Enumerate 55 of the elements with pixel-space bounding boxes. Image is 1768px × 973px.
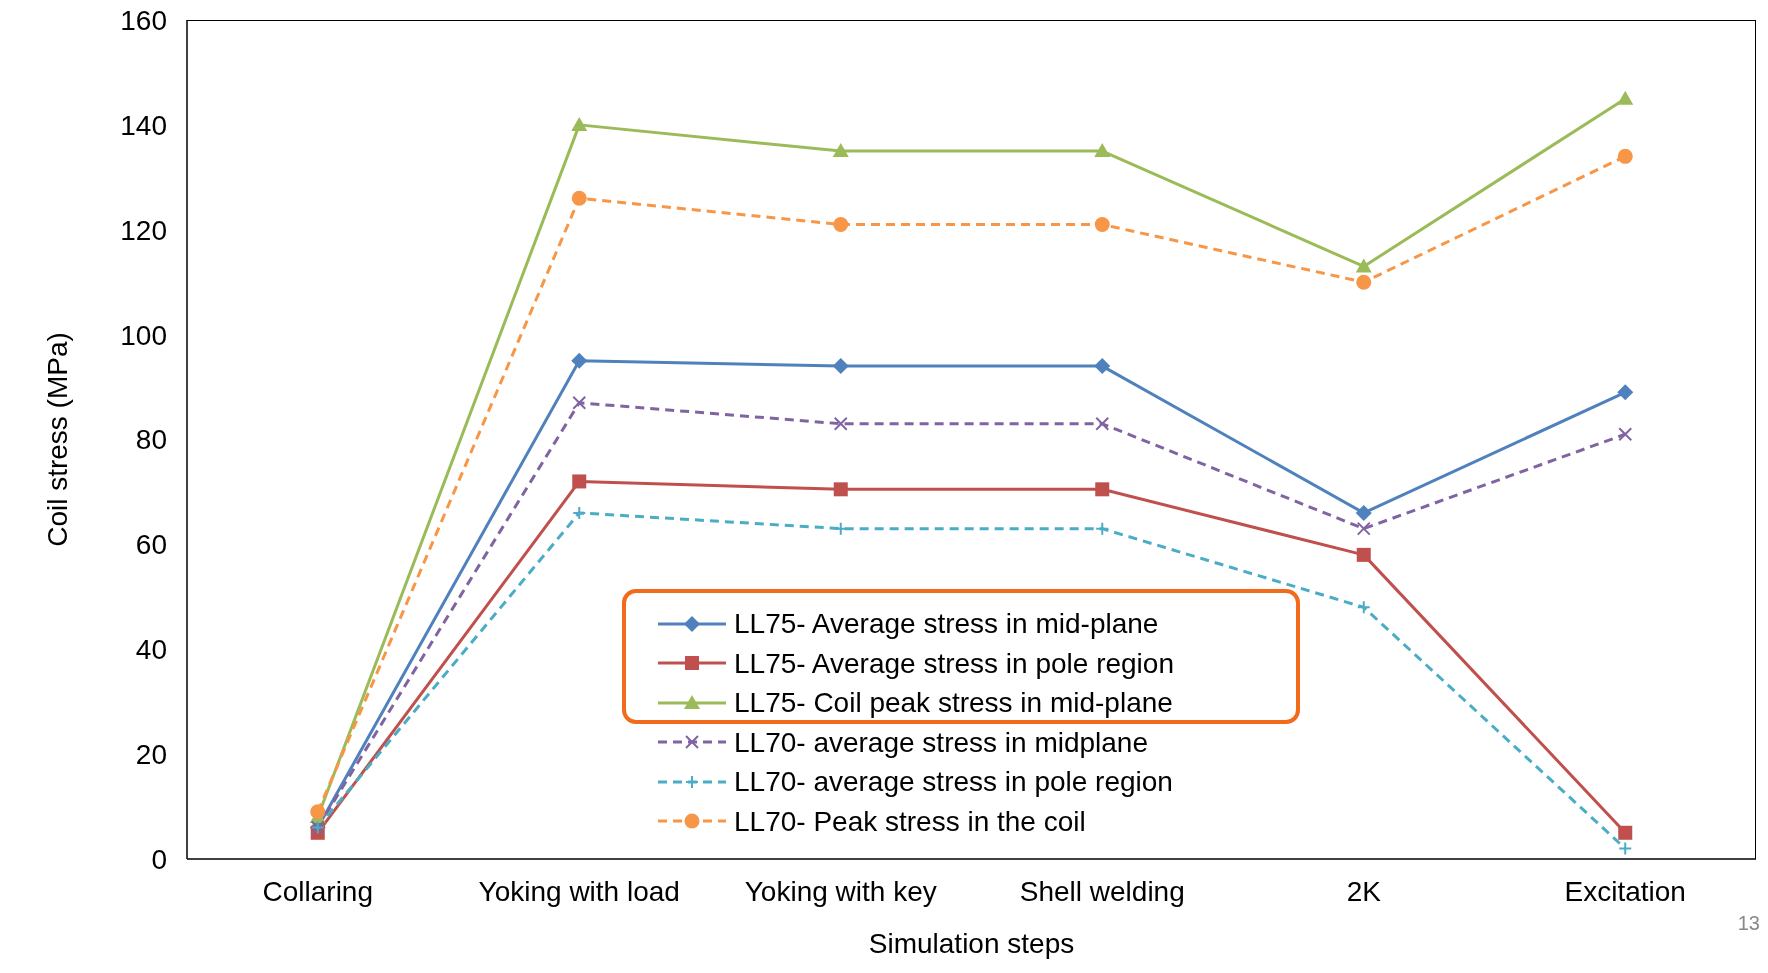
point [833, 416, 848, 431]
text: 13 [1737, 912, 1760, 935]
y-tick-label: 0 [151, 843, 167, 875]
point [571, 352, 588, 369]
point [1618, 825, 1633, 840]
x-axis-title: Simulation steps [868, 928, 1075, 959]
point [1356, 600, 1371, 615]
point [1095, 482, 1110, 497]
point [833, 482, 848, 497]
y-tick-label: 120 [120, 214, 167, 246]
point [1356, 521, 1371, 536]
point [1094, 217, 1110, 233]
point [1617, 384, 1634, 401]
legend-label: LL70- Peak stress in the coil [734, 804, 1086, 839]
y-tick-label: 40 [135, 634, 167, 666]
y-tick-label: 60 [135, 529, 167, 561]
x-tick-label: Yoking with key [744, 875, 937, 907]
point [832, 143, 849, 158]
point [1355, 504, 1372, 521]
point [832, 358, 849, 375]
legend-label: LL75- Average stress in mid-plane [734, 607, 1159, 641]
x-tick-label: Collaring [262, 875, 373, 907]
legend-label: LL70- average stress in midplane [734, 725, 1149, 760]
legend-label: LL70- average stress in pole region [734, 765, 1173, 799]
y-tick-label: 160 [120, 4, 167, 36]
point [1356, 547, 1371, 562]
point [1618, 427, 1633, 442]
x-tick-label: Yoking with load [478, 875, 680, 907]
point [1618, 841, 1633, 856]
y-tick-label: 100 [120, 319, 167, 351]
legend-label: LL75- Average stress in pole region [734, 646, 1174, 681]
legend-label: LL75- Coil peak stress in mid-plane [734, 686, 1173, 720]
point [1617, 90, 1634, 105]
point [833, 521, 848, 536]
point [571, 190, 587, 206]
y-tick-label: 20 [135, 739, 167, 771]
y-axis-title: Coil stress (MPa) [41, 332, 73, 547]
point [833, 217, 849, 233]
y-tick-label: 140 [120, 109, 167, 141]
x-tick-label: Shell welding [1019, 875, 1185, 907]
point [1617, 148, 1633, 164]
point [1094, 358, 1111, 375]
point [572, 474, 587, 489]
point [1095, 416, 1110, 431]
point [1355, 258, 1372, 273]
point [572, 505, 587, 520]
x-tick-label: Excitation [1564, 875, 1686, 907]
point [1095, 521, 1110, 536]
x-tick-label: 2K [1346, 875, 1382, 907]
point [1094, 143, 1111, 158]
point [571, 116, 588, 131]
point [1356, 274, 1372, 290]
point [310, 804, 326, 820]
point [572, 395, 587, 410]
y-tick-label: 80 [135, 424, 167, 456]
